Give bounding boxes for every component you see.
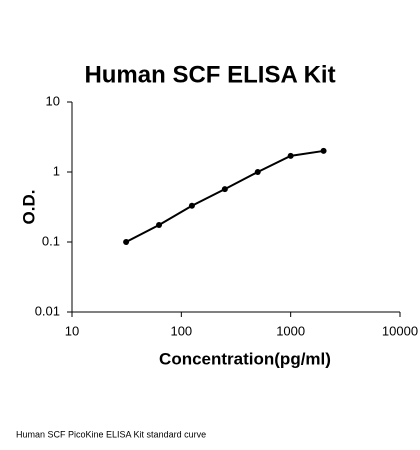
chart-title: Human SCF ELISA Kit bbox=[84, 61, 335, 88]
data-point bbox=[254, 169, 261, 175]
x-tick-label: 10000 bbox=[382, 323, 418, 338]
series-line bbox=[125, 149, 324, 243]
y-tick-label: 10 bbox=[46, 93, 60, 108]
y-tick-label: 0.1 bbox=[42, 233, 60, 248]
x-tick-label: 100 bbox=[170, 323, 192, 338]
x-tick-label: 10 bbox=[65, 323, 79, 338]
caption: Human SCF PicoKine ELISA Kit standard cu… bbox=[16, 429, 206, 439]
x-axis-label: Concentration(pg/ml) bbox=[159, 349, 331, 368]
data-point bbox=[188, 202, 195, 209]
data-point bbox=[123, 239, 130, 245]
data-point bbox=[320, 147, 327, 154]
data-point bbox=[221, 186, 228, 193]
y-axis-label: O.D. bbox=[19, 190, 38, 225]
data-point bbox=[287, 152, 294, 159]
data-point bbox=[156, 221, 163, 228]
y-tick-label: 1 bbox=[53, 163, 60, 178]
y-tick-label: 0.01 bbox=[35, 303, 60, 318]
x-tick-label: 1000 bbox=[276, 323, 305, 338]
